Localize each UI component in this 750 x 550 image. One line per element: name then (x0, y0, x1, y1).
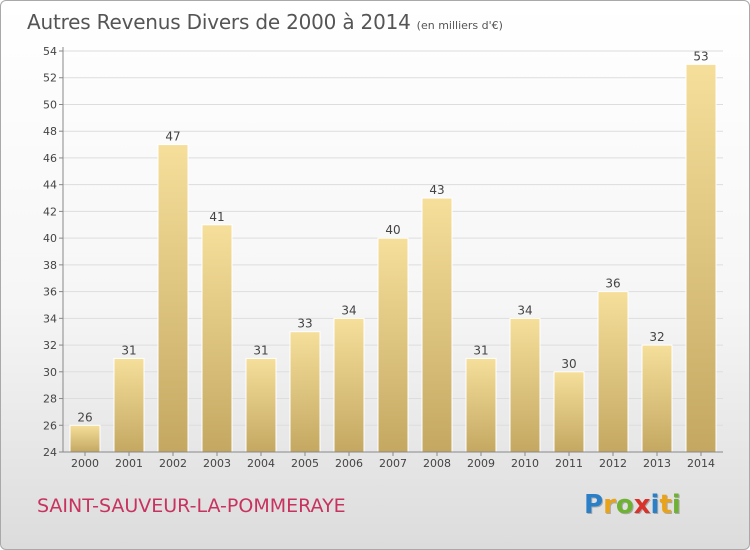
bar-value-label: 53 (693, 49, 708, 63)
x-tick-label: 2013 (643, 457, 671, 470)
bar-value-label: 31 (121, 343, 136, 357)
bar (597, 291, 629, 453)
bar-value-label: 30 (561, 357, 576, 371)
logo-letter: x (633, 490, 651, 520)
y-tick-label: 48 (43, 125, 57, 138)
y-tick-label: 28 (43, 393, 57, 406)
x-tick-label: 2012 (599, 457, 627, 470)
logo-letter: o (615, 490, 634, 520)
bar-value-label: 47 (165, 130, 180, 144)
bar (201, 224, 233, 453)
chart-title: Autres Revenus Divers de 2000 à 2014 (27, 10, 411, 34)
labels: 24 26 28 30 32 34 36 38 40 42 44 46 48 50 52 54 26 2000 31… (43, 45, 715, 470)
x-tick-label: 2009 (467, 457, 495, 470)
y-tick-label: 26 (43, 419, 57, 432)
logo-letter: i (650, 490, 660, 520)
bar-value-label: 40 (385, 223, 400, 237)
bar (69, 424, 101, 453)
axes (59, 47, 723, 456)
bar (113, 357, 145, 453)
y-tick-label: 44 (43, 179, 57, 192)
y-tick-label: 54 (43, 45, 57, 58)
x-tick-label: 2001 (115, 457, 143, 470)
x-tick-label: 2008 (423, 457, 451, 470)
y-tick-label: 52 (43, 72, 57, 85)
bar (421, 197, 453, 453)
bar (641, 344, 673, 453)
bar-value-label: 41 (209, 210, 224, 224)
y-tick-label: 34 (43, 312, 57, 325)
bar (553, 371, 585, 453)
y-tick-label: 40 (43, 232, 57, 245)
chart-subtitle: (en milliers d'€) (416, 19, 503, 32)
bar (289, 331, 321, 453)
bar (333, 317, 365, 453)
y-tick-label: 36 (43, 286, 57, 299)
y-tick-label: 50 (43, 98, 57, 111)
x-tick-label: 2007 (379, 457, 407, 470)
bar-value-label: 26 (77, 410, 92, 424)
x-tick-label: 2006 (335, 457, 363, 470)
logo-letter: r (603, 490, 616, 520)
chart-header: Autres Revenus Divers de 2000 à 2014 (en … (27, 10, 503, 34)
bar (465, 357, 497, 453)
bar-value-label: 43 (429, 183, 444, 197)
x-tick-label: 2010 (511, 457, 539, 470)
y-tick-label: 24 (43, 446, 57, 459)
bar (157, 144, 189, 453)
x-tick-label: 2002 (159, 457, 187, 470)
bar (245, 357, 277, 453)
proxiti-logo: Proxiti (584, 490, 681, 520)
logo-letter: P (584, 490, 604, 520)
bar (685, 63, 717, 453)
bar-value-label: 31 (473, 343, 488, 357)
bar (509, 317, 541, 453)
bar-value-label: 34 (517, 303, 532, 317)
bar-value-label: 36 (605, 277, 620, 291)
x-tick-label: 2000 (71, 457, 99, 470)
commune-name: SAINT-SAUVEUR-LA-POMMERAYE (37, 495, 346, 517)
x-tick-label: 2003 (203, 457, 231, 470)
x-tick-label: 2014 (687, 457, 715, 470)
bar-value-label: 32 (649, 330, 664, 344)
y-tick-label: 32 (43, 339, 57, 352)
logo-letter: t (659, 490, 672, 520)
y-tick-label: 38 (43, 259, 57, 272)
bar-value-label: 31 (253, 343, 268, 357)
x-tick-label: 2005 (291, 457, 319, 470)
x-tick-label: 2011 (555, 457, 583, 470)
bar (377, 237, 409, 453)
x-tick-label: 2004 (247, 457, 275, 470)
y-tick-label: 46 (43, 152, 57, 165)
y-tick-label: 30 (43, 366, 57, 379)
logo-letter: i (671, 490, 681, 520)
bar-value-label: 33 (297, 317, 312, 331)
bar-value-label: 34 (341, 303, 356, 317)
bars (69, 63, 717, 453)
y-tick-label: 42 (43, 205, 57, 218)
